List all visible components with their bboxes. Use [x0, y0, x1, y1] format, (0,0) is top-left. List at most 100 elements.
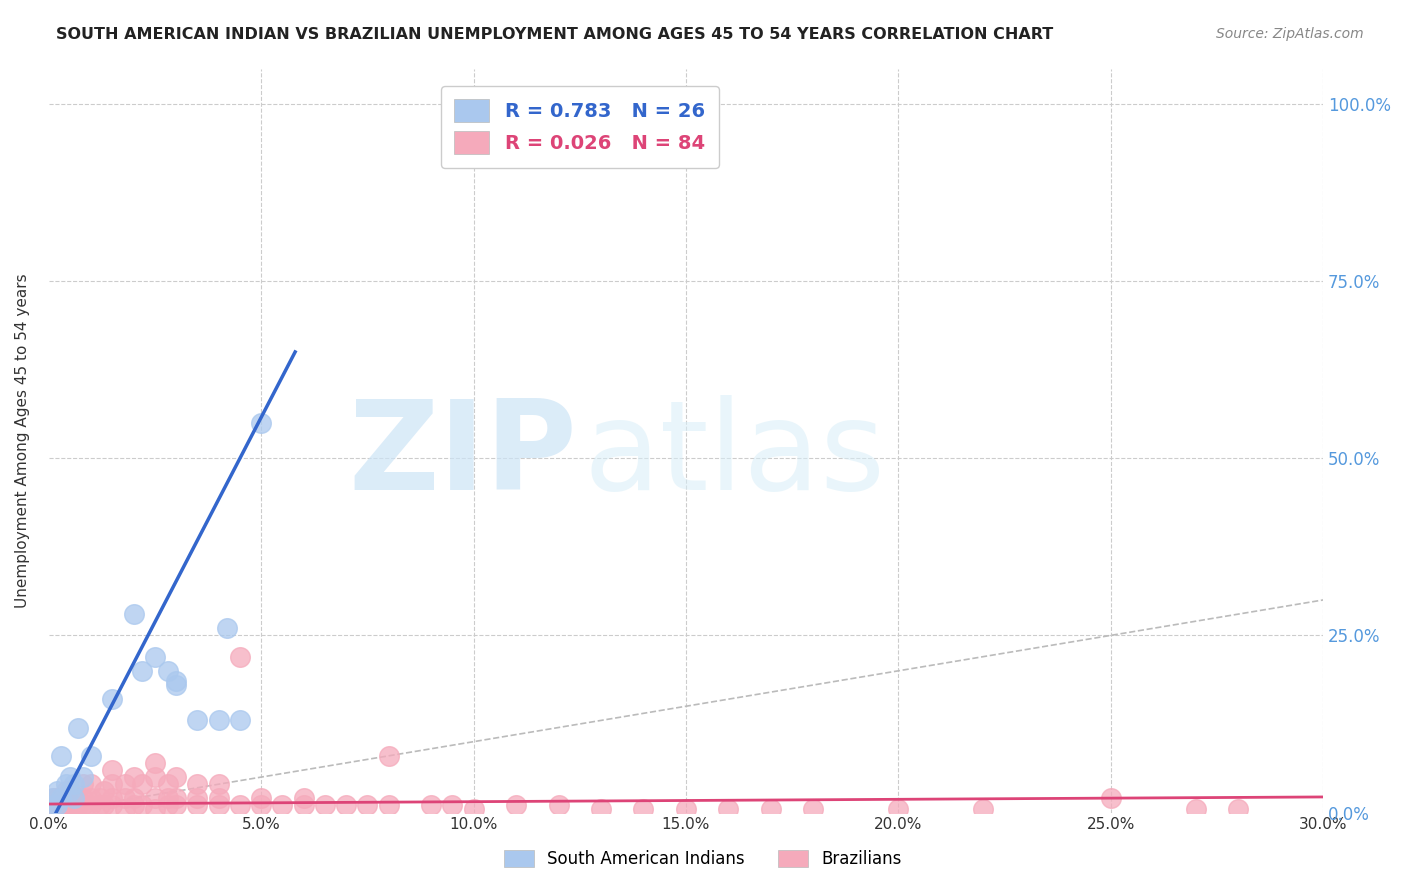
- Point: [42, 798, 65, 813]
- Point: [131, 777, 153, 791]
- Point: [51, 805, 73, 820]
- Point: [114, 802, 136, 816]
- Point: [972, 802, 994, 816]
- Point: [143, 802, 166, 816]
- Text: ZIP: ZIP: [349, 395, 578, 516]
- Point: [356, 798, 378, 813]
- Point: [143, 649, 166, 664]
- Point: [101, 692, 124, 706]
- Point: [67, 791, 90, 805]
- Point: [229, 798, 252, 813]
- Point: [55, 777, 77, 791]
- Point: [420, 798, 443, 813]
- Point: [165, 791, 187, 805]
- Point: [63, 791, 86, 805]
- Point: [250, 791, 273, 805]
- Point: [51, 802, 73, 816]
- Point: [1099, 791, 1122, 805]
- Point: [803, 802, 825, 816]
- Point: [101, 763, 124, 777]
- Point: [42, 791, 65, 805]
- Point: [67, 798, 90, 813]
- Point: [143, 791, 166, 805]
- Point: [55, 805, 77, 820]
- Point: [59, 784, 82, 798]
- Point: [80, 777, 103, 791]
- Point: [101, 791, 124, 805]
- Point: [292, 798, 315, 813]
- Point: [72, 770, 94, 784]
- Point: [67, 721, 90, 735]
- Point: [186, 798, 208, 813]
- Point: [887, 802, 910, 816]
- Point: [131, 664, 153, 678]
- Point: [143, 770, 166, 784]
- Point: [186, 791, 208, 805]
- Point: [93, 798, 115, 813]
- Point: [89, 791, 111, 805]
- Point: [441, 798, 464, 813]
- Point: [208, 791, 231, 805]
- Point: [46, 798, 69, 813]
- Point: [76, 798, 98, 813]
- Point: [46, 784, 69, 798]
- Point: [101, 798, 124, 813]
- Point: [63, 777, 86, 791]
- Point: [675, 802, 697, 816]
- Text: Source: ZipAtlas.com: Source: ZipAtlas.com: [1216, 27, 1364, 41]
- Point: [165, 674, 187, 689]
- Point: [1227, 802, 1250, 816]
- Point: [217, 621, 239, 635]
- Point: [59, 770, 82, 784]
- Point: [314, 798, 336, 813]
- Point: [80, 748, 103, 763]
- Point: [122, 770, 145, 784]
- Point: [717, 802, 740, 816]
- Point: [165, 798, 187, 813]
- Point: [229, 649, 252, 664]
- Point: [229, 714, 252, 728]
- Point: [46, 791, 69, 805]
- Point: [80, 798, 103, 813]
- Point: [55, 798, 77, 813]
- Point: [463, 802, 485, 816]
- Point: [186, 777, 208, 791]
- Point: [165, 770, 187, 784]
- Point: [156, 777, 179, 791]
- Point: [51, 748, 73, 763]
- Point: [250, 416, 273, 430]
- Point: [122, 607, 145, 621]
- Point: [122, 798, 145, 813]
- Legend: R = 0.783   N = 26, R = 0.026   N = 84: R = 0.783 N = 26, R = 0.026 N = 84: [441, 86, 718, 168]
- Point: [292, 791, 315, 805]
- Point: [271, 798, 294, 813]
- Point: [72, 798, 94, 813]
- Point: [59, 791, 82, 805]
- Point: [72, 791, 94, 805]
- Point: [633, 802, 655, 816]
- Point: [63, 791, 86, 805]
- Point: [42, 798, 65, 813]
- Point: [589, 802, 612, 816]
- Legend: South American Indians, Brazilians: South American Indians, Brazilians: [498, 843, 908, 875]
- Point: [186, 714, 208, 728]
- Point: [46, 798, 69, 813]
- Point: [156, 791, 179, 805]
- Point: [377, 748, 399, 763]
- Point: [55, 784, 77, 798]
- Point: [165, 678, 187, 692]
- Point: [122, 791, 145, 805]
- Point: [208, 777, 231, 791]
- Point: [1184, 802, 1206, 816]
- Point: [63, 798, 86, 813]
- Y-axis label: Unemployment Among Ages 45 to 54 years: Unemployment Among Ages 45 to 54 years: [15, 273, 30, 607]
- Point: [101, 777, 124, 791]
- Point: [42, 791, 65, 805]
- Point: [72, 777, 94, 791]
- Point: [114, 791, 136, 805]
- Point: [156, 798, 179, 813]
- Point: [505, 798, 527, 813]
- Point: [335, 798, 357, 813]
- Point: [131, 798, 153, 813]
- Point: [51, 795, 73, 809]
